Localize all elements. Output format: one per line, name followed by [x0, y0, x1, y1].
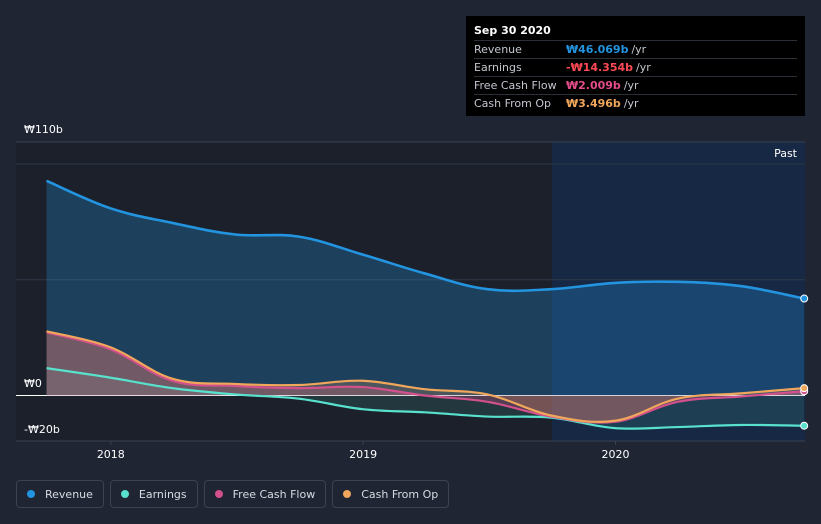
revenue-area — [46, 180, 805, 396]
y-tick-label: ₩0 — [24, 377, 42, 390]
tooltip-row-free-cash-flow: Free Cash Flow ₩2.009b /yr — [474, 76, 797, 94]
legend-item-cash-from-op[interactable]: Cash From Op — [332, 480, 450, 508]
legend-dot-icon — [120, 490, 129, 498]
earnings-area — [46, 368, 805, 429]
legend-dot-icon — [343, 490, 352, 498]
cash-from-op-line — [46, 330, 805, 423]
tooltip-value: -₩14.354b — [566, 61, 634, 74]
tooltip-date: Sep 30 2020 — [474, 24, 551, 37]
x-tick-label: 2020 — [601, 448, 629, 461]
tooltip-value: ₩3.496b — [566, 97, 621, 110]
tooltip-label: Earnings — [474, 61, 522, 74]
tooltip-row-earnings: Earnings -₩14.354b /yr — [474, 58, 797, 76]
cash-from-op-area — [46, 331, 805, 422]
tooltip-row-revenue: Revenue ₩46.069b /yr — [474, 40, 797, 58]
x-tick-label: 2019 — [349, 448, 377, 461]
y-tick-label: -₩20b — [24, 423, 60, 436]
series-areas — [46, 180, 805, 429]
tooltip-label: Free Cash Flow — [474, 79, 557, 92]
legend-label: Revenue — [45, 487, 93, 501]
tooltip-unit: /yr — [631, 43, 647, 56]
series-endpoints — [800, 294, 809, 430]
tooltip-unit: /yr — [623, 79, 639, 92]
x-tick-label: 2018 — [97, 448, 125, 461]
past-label: Past — [774, 147, 798, 160]
legend-item-revenue[interactable]: Revenue — [16, 480, 104, 508]
legend-item-earnings[interactable]: Earnings — [109, 480, 198, 508]
free-cash-flow-area — [46, 332, 805, 423]
legend-dot-icon — [27, 490, 35, 498]
free-cash-flow-line — [46, 331, 805, 424]
legend-item-free-cash-flow[interactable]: Free Cash Flow — [203, 480, 327, 508]
legend-label: Cash From Op — [361, 487, 439, 501]
earnings-end-point[interactable] — [800, 421, 809, 430]
earnings-line — [46, 367, 805, 430]
revenue-end-point[interactable] — [800, 294, 809, 303]
tooltip-unit: /yr — [636, 61, 651, 74]
legend-label: Free Cash Flow — [232, 487, 316, 501]
tooltip-value: ₩46.069b — [566, 43, 629, 56]
series-lines — [46, 179, 805, 430]
y-tick-label: ₩110b — [24, 123, 63, 136]
tooltip-unit: /yr — [623, 97, 639, 110]
y-axis: ₩110b ₩0 -₩20b — [24, 123, 63, 436]
tooltip-value: ₩2.009b — [566, 79, 621, 92]
legend-label: Earnings — [138, 487, 187, 501]
revenue-line — [46, 179, 805, 300]
cash-from-op-end-point[interactable] — [800, 384, 809, 393]
tooltip-label: Revenue — [474, 43, 522, 56]
x-axis: 2018 2019 2020 — [97, 441, 629, 461]
tooltip-row-cash-from-op: Cash From Op ₩3.496b /yr — [474, 94, 797, 112]
tooltip-label: Cash From Op — [474, 97, 552, 110]
data-tooltip: Sep 30 2020 Revenue ₩46.069b /yr Earning… — [466, 16, 805, 116]
chart-legend: Revenue Earnings Free Cash Flow Cash Fro… — [16, 480, 450, 508]
legend-dot-icon — [214, 490, 223, 498]
